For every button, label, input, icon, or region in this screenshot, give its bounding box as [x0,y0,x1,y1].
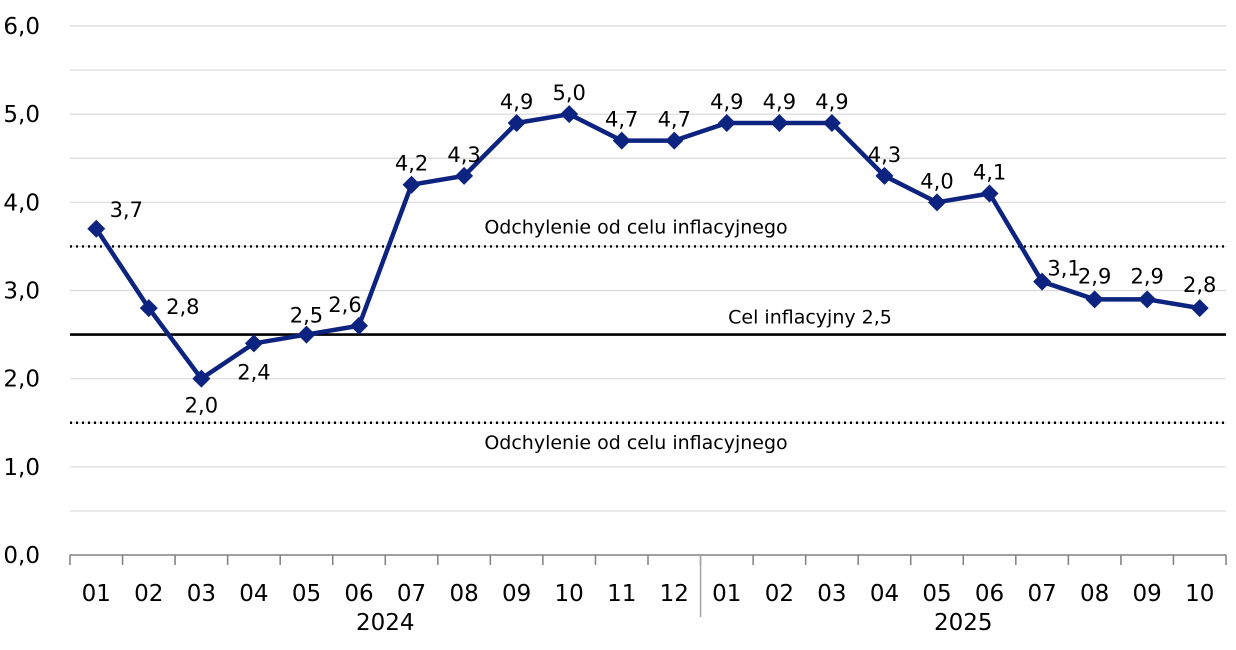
data-label: 2,6 [328,293,361,317]
data-label: 2,8 [1183,273,1216,297]
year-label: 2024 [356,610,415,636]
data-point-marker [244,334,263,353]
data-label: 2,9 [1078,264,1111,288]
reference-line-label: Cel inflacyjny 2,5 [728,307,892,329]
y-tick-label: 4,0 [3,190,40,216]
data-point-marker [928,193,946,212]
data-point-marker [1033,272,1052,291]
y-tick-label: 2,0 [3,367,40,393]
reference-lines: Odchylenie od celu inflacyjnego Cel infla… [70,216,1226,454]
data-point-marker [770,113,789,132]
data-label: 4,0 [920,169,953,193]
data-label: 4,9 [500,90,533,114]
data-label: 4,9 [763,90,796,114]
data-label: 2,4 [237,360,270,384]
x-axis [69,554,1227,617]
data-label: 4,3 [868,143,901,167]
data-label: 2,5 [290,304,323,328]
data-label: 4,7 [605,108,638,132]
data-label: 4,2 [395,152,428,176]
series-line [94,111,1201,381]
reference-line-label: Odchylenie od celu inflacyjnego [484,432,787,454]
x-tick-label: 12 [660,581,689,607]
data-point-marker [350,316,368,335]
data-point-marker [297,325,316,344]
data-point-marker [875,166,894,185]
x-tick-label: 09 [502,581,531,607]
data-point-marker [402,175,421,194]
x-tick-label: 01 [82,581,111,607]
year-label: 2025 [934,610,993,636]
x-tick-label: 03 [187,581,216,607]
x-tick-label: 09 [1133,581,1162,607]
data-label: 4,9 [710,90,743,114]
x-tick-label: 02 [765,581,794,607]
x-tick-label: 08 [1080,581,1109,607]
x-tick-label: 10 [1185,581,1214,607]
data-label: 3,7 [110,198,143,222]
data-point-marker [1190,299,1209,318]
y-tick-label: 1,0 [3,455,40,481]
data-label: 3,1 [1047,257,1080,281]
data-labels: 3,7 2,8 2,0 2,4 2,5 2,6 4,2 4,3 4,9 5,0 4,7 4,7 4,9 4… [110,81,1217,418]
y-tick-label: 6,0 [3,14,40,40]
y-tick-label: 3,0 [3,279,40,305]
x-tick-label: 11 [607,581,636,607]
data-point-marker [822,113,841,132]
x-tick-label: 06 [344,581,373,607]
x-tick-label: 06 [975,581,1004,607]
data-label: 5,0 [552,81,585,105]
x-tick-label: 01 [712,581,741,607]
x-tick-label: 08 [449,581,478,607]
x-tick-label: 07 [397,581,426,607]
data-point-marker [139,299,158,318]
y-axis-tick-labels: 0,0 1,0 2,0 3,0 4,0 5,0 6,0 [3,14,40,569]
x-tick-label: 07 [1027,581,1056,607]
x-tick-label: 04 [239,581,268,607]
x-tick-label: 05 [922,581,951,607]
series-cpi [87,105,1209,388]
data-label: 4,3 [447,143,480,167]
data-label: 2,8 [166,295,199,319]
x-tick-label: 10 [555,581,584,607]
x-tick-label: 05 [292,581,321,607]
data-label: 2,9 [1130,264,1163,288]
data-label: 4,9 [815,90,848,114]
x-tick-label: 02 [134,581,163,607]
x-tick-label: 04 [870,581,899,607]
data-label: 4,1 [973,161,1006,185]
data-point-marker [455,166,474,185]
data-point-marker [980,184,999,203]
y-tick-label: 5,0 [3,102,40,128]
data-point-marker [1085,290,1104,309]
x-axis-tick-labels: 01 02 03 04 05 06 07 08 09 10 11 12 01 02 03 04 05 06 07 08… [82,581,1215,636]
data-point-marker [507,113,526,132]
data-point-marker [717,113,736,132]
data-point-marker [612,131,631,150]
data-point-marker [87,219,106,238]
reference-line-label: Odchylenie od celu inflacyjnego [484,216,787,238]
x-tick-label: 03 [817,581,846,607]
data-point-marker [560,105,579,124]
data-point-marker [665,131,684,150]
data-point-marker [192,369,211,388]
data-label: 2,0 [185,394,218,418]
y-tick-label: 0,0 [3,543,40,569]
data-label: 4,7 [658,108,691,132]
data-point-marker [1138,290,1157,309]
